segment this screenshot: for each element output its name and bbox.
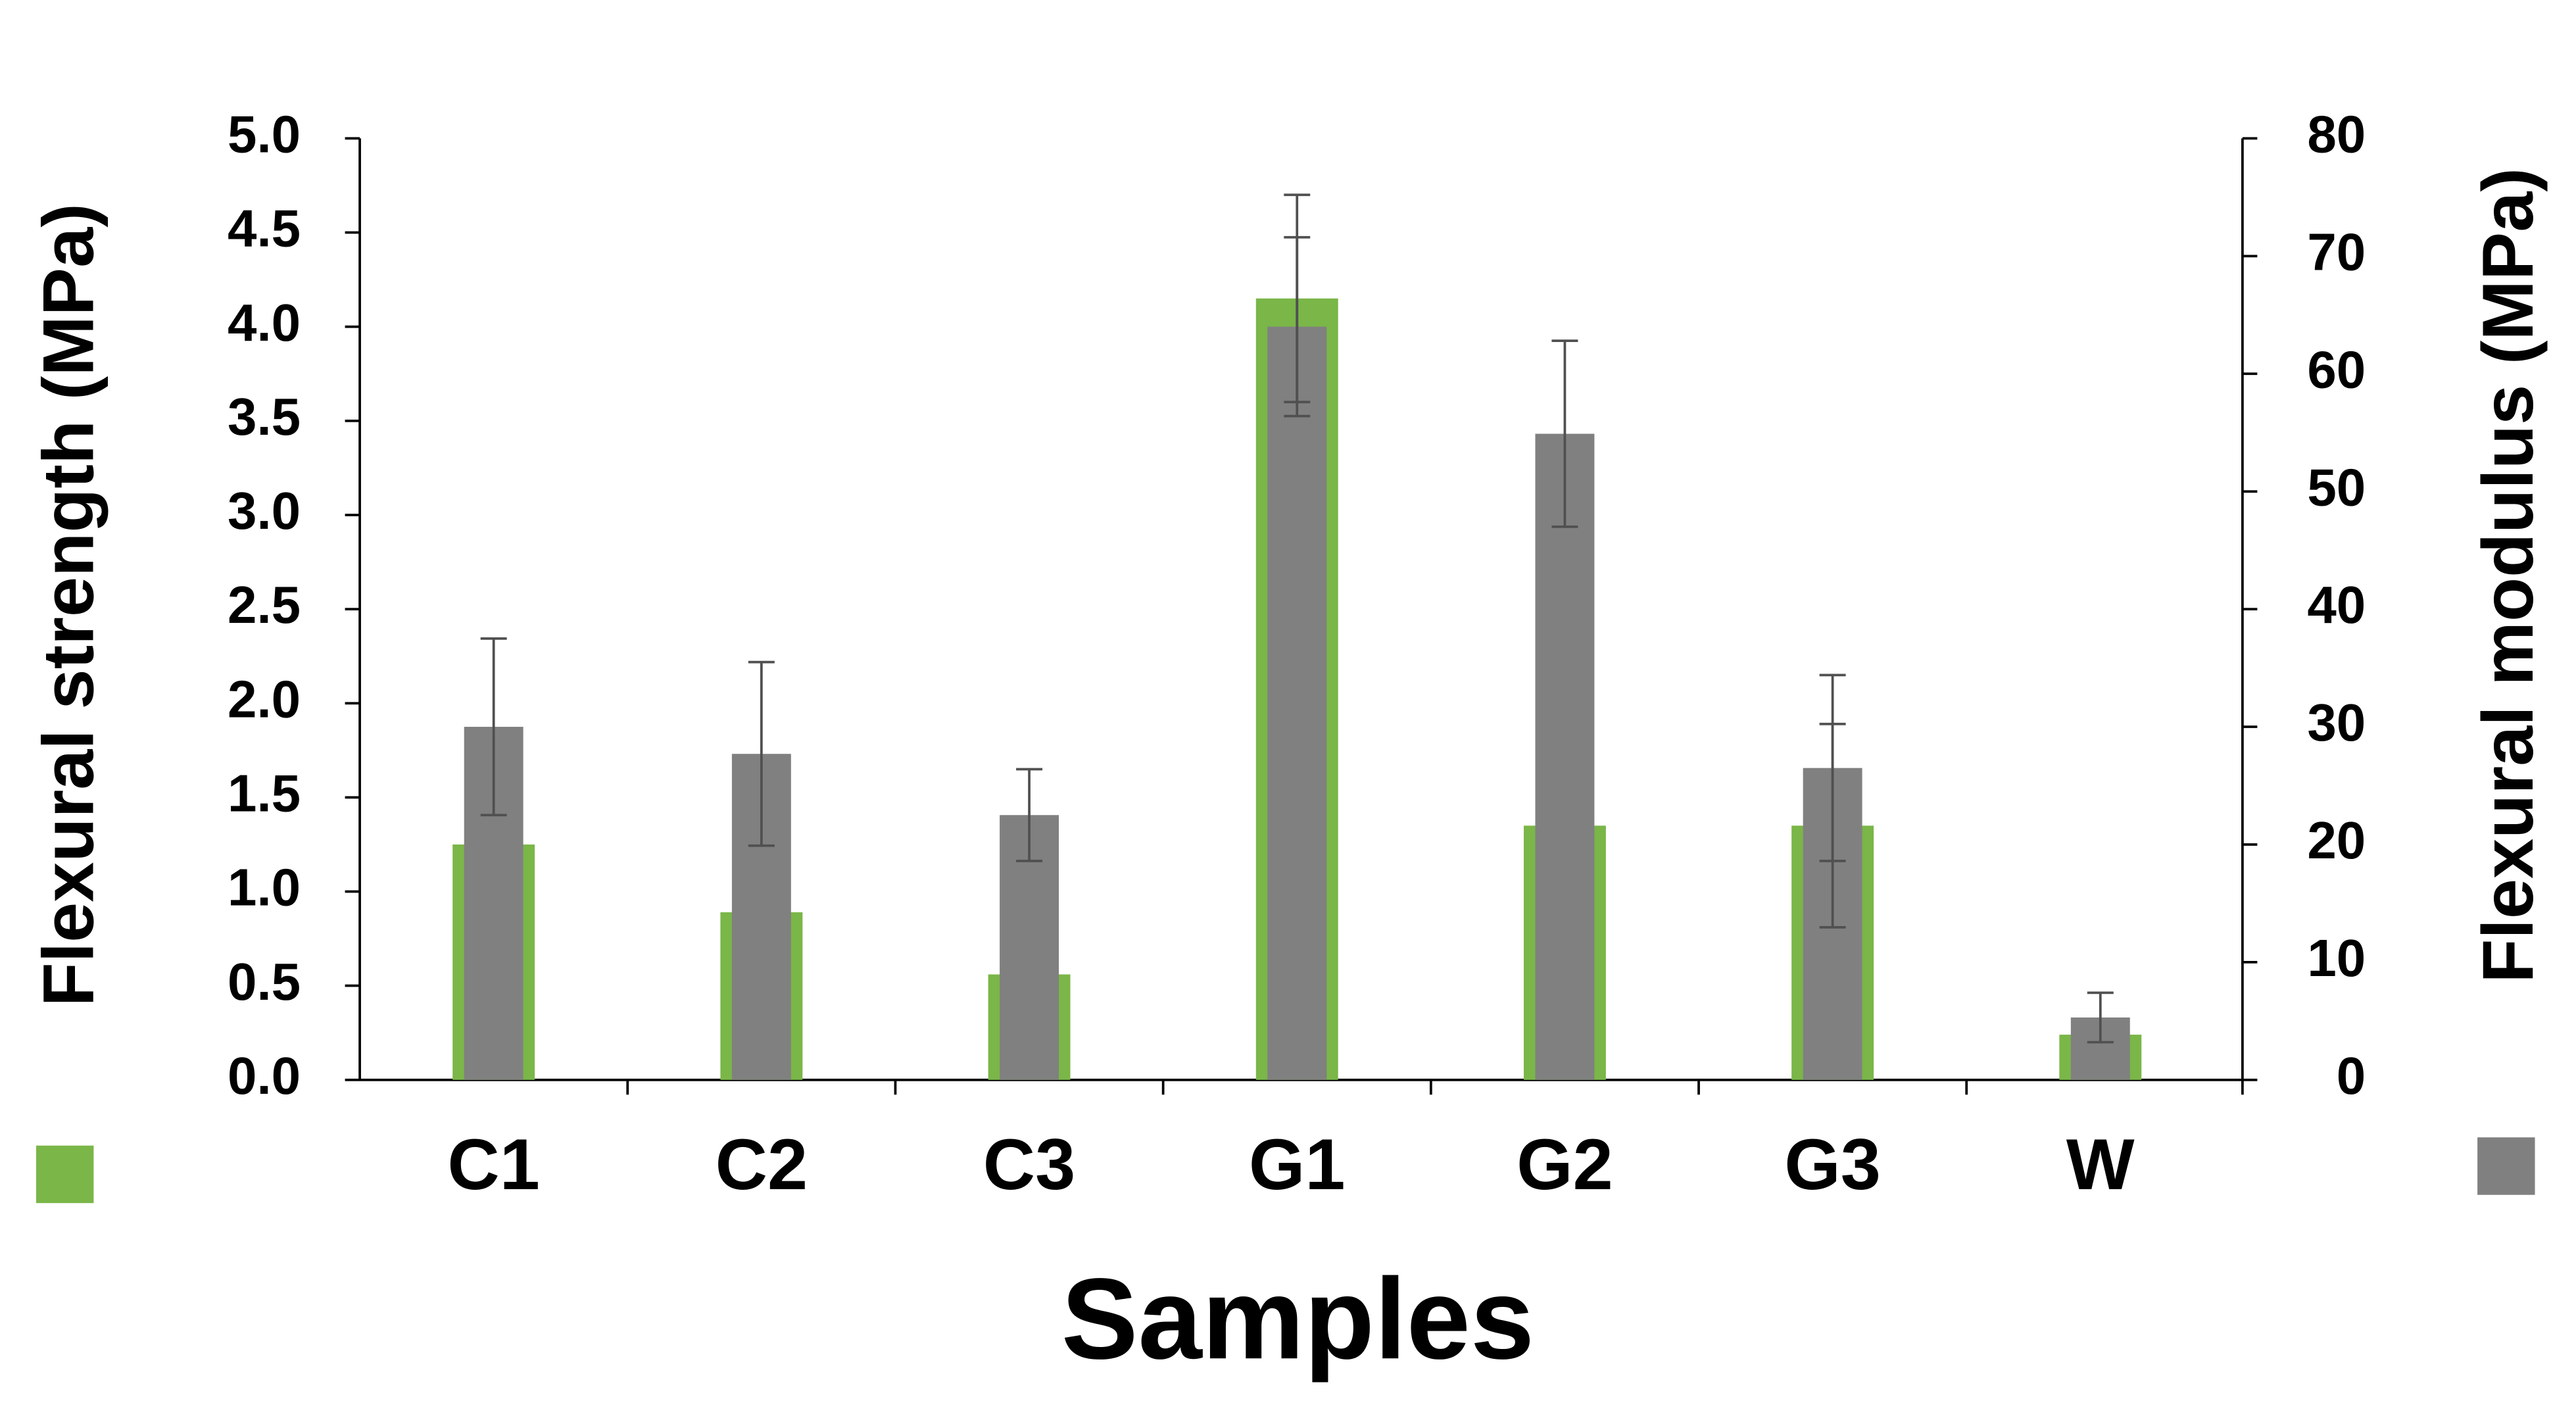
- y2-tick-label: 60: [2307, 340, 2366, 399]
- error-bar: [1284, 235, 1311, 418]
- y2-tick-label: 0: [2337, 1046, 2366, 1105]
- y-tick-label: 2.0: [228, 670, 301, 728]
- y-tick-label: 3.5: [228, 387, 301, 446]
- x-tick-label: C2: [716, 1125, 808, 1205]
- x-tick-label: G2: [1517, 1125, 1613, 1205]
- bar: [1535, 433, 1595, 1080]
- y-tick-label: 2.5: [228, 576, 301, 634]
- legend-swatch: [2477, 1137, 2535, 1195]
- bar: [1267, 326, 1327, 1080]
- error-bar: [1551, 339, 1578, 528]
- y2-tick-label: 50: [2307, 458, 2366, 516]
- legend-swatch: [36, 1145, 94, 1204]
- x-axis-title: Samples: [1061, 1255, 1534, 1383]
- x-tick-label: W: [2066, 1125, 2135, 1205]
- y-tick-label: 5.0: [228, 105, 301, 164]
- error-bar: [1819, 674, 1846, 862]
- y2-tick-label: 20: [2307, 811, 2366, 870]
- y-axis-title: Flexural strength (MPa): [28, 203, 109, 1006]
- y2-tick-label: 10: [2307, 929, 2366, 987]
- error-bar: [480, 637, 507, 817]
- y-tick-label: 4.5: [228, 199, 301, 258]
- y-tick-label: 0.0: [228, 1046, 301, 1105]
- y-tick-label: 4.0: [228, 293, 301, 352]
- y2-tick-label: 30: [2307, 693, 2366, 752]
- y2-tick-label: 40: [2307, 576, 2366, 634]
- x-tick-label: G1: [1249, 1125, 1346, 1205]
- y-tick-label: 1.0: [228, 858, 301, 917]
- y2-axis-title: Flexural modulus (MPa): [2468, 168, 2548, 983]
- x-tick-label: C3: [983, 1125, 1076, 1205]
- error-bar: [748, 660, 775, 847]
- y2-tick-label: 80: [2307, 105, 2366, 164]
- error-bar: [2087, 991, 2114, 1044]
- y-tick-label: 1.5: [228, 764, 301, 823]
- x-tick-label: G3: [1784, 1125, 1881, 1205]
- y2-tick-label: 70: [2307, 222, 2366, 281]
- x-tick-label: C1: [447, 1125, 540, 1205]
- y-tick-label: 0.5: [228, 952, 301, 1011]
- y-tick-label: 3.0: [228, 481, 301, 540]
- error-bar: [1016, 768, 1043, 862]
